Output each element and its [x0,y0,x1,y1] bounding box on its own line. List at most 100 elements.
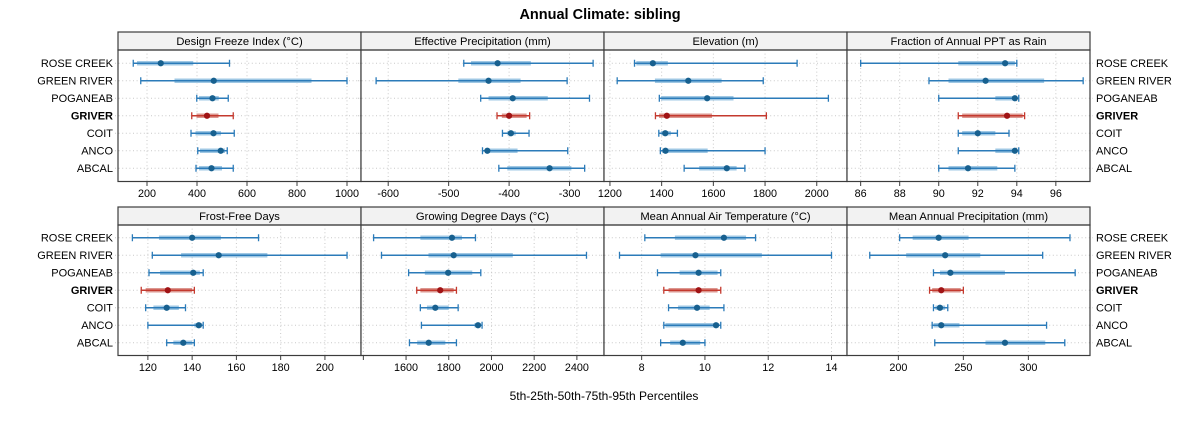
median-dot [938,287,945,294]
tick-label: 160 [227,362,245,374]
median-dot [693,304,701,311]
tick-label: 300 [1019,362,1037,374]
tick-label: 1600 [394,362,418,374]
tick-label: -500 [438,188,460,200]
tick-label: 86 [855,188,867,200]
tick-label: 800 [288,188,306,200]
station-label-left: GREEN RIVER [37,250,113,262]
station-label-right: ANCO [1096,320,1128,332]
tick-label: 200 [889,362,907,374]
median-dot [712,322,720,329]
median-dot [662,147,669,154]
median-dot [649,60,656,67]
median-dot [1001,60,1009,67]
station-label-left: ROSE CREEK [41,58,114,70]
station-label-right: ANCO [1096,145,1128,157]
panel-header-label: Elevation (m) [693,36,759,48]
station-label-left: GREEN RIVER [37,75,113,87]
station-label-left: ABCAL [77,163,113,175]
panel-header-label: Frost-Free Days [199,211,280,223]
panel-header-label: Effective Precipitation (mm) [414,36,551,48]
median-dot [974,130,981,137]
panels-container: Design Freeze Index (°C) 200 400 600 800 1000… [37,31,1172,374]
median-dot [1011,95,1018,102]
station-label-left: GRIVER [71,110,113,122]
median-dot [936,304,944,311]
station-label-right: ABCAL [1096,163,1132,175]
tick-label: -300 [559,188,581,200]
tick-label: -600 [377,188,399,200]
tick-label: 94 [1011,188,1023,200]
chart-title: Annual Climate: sibling [519,7,680,23]
median-dot [180,339,187,346]
median-dot [209,95,216,102]
tick-label: 200 [316,362,334,374]
tick-label: 88 [894,188,906,200]
station-label-right: ROSE CREEK [1096,232,1169,244]
median-dot [474,322,482,329]
median-dot [507,130,515,137]
tick-label: 1000 [335,188,359,200]
median-dot [695,269,702,276]
median-dot [509,95,516,102]
median-dot [217,147,224,154]
panel-header-label: Fraction of Annual PPT as Rain [891,36,1047,48]
tick-label: 140 [183,362,201,374]
median-dot [1003,112,1011,119]
median-dot [163,304,170,311]
median-dot [704,95,711,102]
tick-label: 2400 [565,362,589,374]
median-dot [157,60,164,67]
median-dot [432,304,439,311]
median-dot [692,252,699,259]
median-dot [947,269,954,276]
median-dot [720,234,728,241]
station-label-right: COIT [1096,302,1123,314]
station-label-left: COIT [87,302,114,314]
station-label-right: POGANEAB [1096,267,1158,279]
tick-label: 1800 [437,362,461,374]
station-label-left: ROSE CREEK [41,232,114,244]
median-dot [662,130,669,137]
median-dot [679,339,686,346]
panel-border [846,49,1091,183]
tick-label: 92 [972,188,984,200]
median-dot [685,77,692,84]
station-label-left: POGANEAB [51,93,113,105]
station-label-right: ABCAL [1096,337,1132,349]
tick-label: 2000 [479,362,503,374]
panel-header-label: Mean Annual Precipitation (mm) [889,211,1048,223]
median-dot [935,234,942,241]
tick-label: 120 [139,362,157,374]
median-dot [485,77,492,84]
panel-header-label: Design Freeze Index (°C) [176,36,303,48]
median-dot [982,77,989,84]
median-dot [964,165,972,172]
panel-border [846,224,1091,357]
median-dot [189,234,196,241]
station-label-right: ROSE CREEK [1096,58,1169,70]
tick-label: 1800 [753,188,777,200]
median-dot [215,252,222,259]
x-axis-label: 5th-25th-50th-75th-95th Percentiles [510,389,699,403]
panel-header-label: Growing Degree Days (°C) [416,211,549,223]
median-dot [723,165,730,172]
median-dot [210,130,217,137]
station-label-right: GRIVER [1096,110,1138,122]
station-label-right: COIT [1096,128,1123,140]
median-dot [437,287,444,294]
station-label-left: ANCO [81,320,113,332]
median-dot [546,165,553,172]
median-dot [663,112,670,119]
tick-label: 2200 [522,362,546,374]
median-dot [1011,147,1018,154]
tick-label: 14 [825,362,837,374]
tick-label: 8 [639,362,645,374]
median-dot [938,322,945,329]
station-label-left: COIT [87,128,114,140]
station-label-right: GRIVER [1096,285,1138,297]
tick-label: -400 [498,188,520,200]
median-dot [494,60,501,67]
